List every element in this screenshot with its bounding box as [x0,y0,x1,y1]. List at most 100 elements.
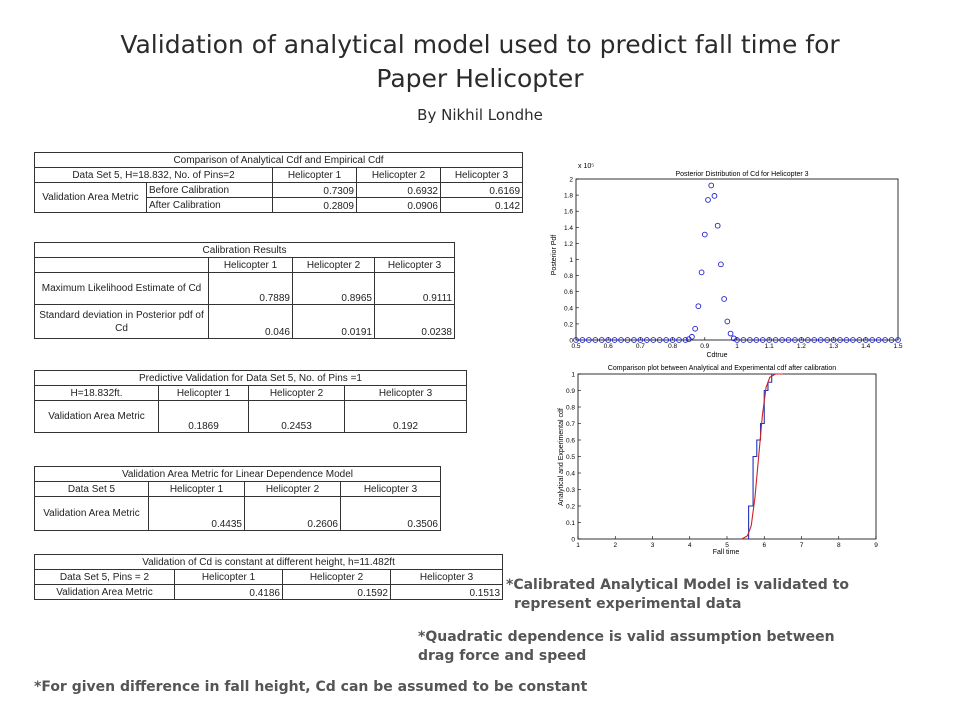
table-header-cell: Helicopter 2 [282,569,391,585]
x-tick-label: 1.4 [861,343,870,350]
data-point [747,337,753,343]
data-point [705,197,711,203]
table-header-cell: Helicopter 1 [148,481,245,497]
table-header-cell: Helicopter 1 [158,385,249,401]
note-line: drag force and speed [418,648,587,664]
y-tick-label: 0.7 [566,421,575,428]
row-label: Before Calibration [146,182,273,198]
x-tick-label: 0.7 [636,343,645,350]
data-point [804,337,811,343]
data-point [689,333,695,340]
data-point [692,325,698,332]
table-cell: 0.0191 [292,304,375,339]
table-cell: 0.3506 [340,496,441,531]
data-point [766,337,773,343]
row-label: Validation Area Metric [34,400,159,433]
plot-frame [575,178,899,341]
chart-ylabel: Posterior Pdf [551,235,558,276]
data-point [753,337,760,343]
table-header-cell: Helicopter 3 [374,257,455,273]
table-cell: 0.2606 [244,496,341,531]
data-point [850,337,856,343]
posterior-chart: Posterior Distribution of Cd for Helicop… [551,163,903,359]
data-point [869,337,876,343]
data-point [637,337,644,343]
y-tick-label: 0 [569,338,573,345]
y-tick-label: 0.8 [564,273,573,280]
data-point [882,337,888,343]
chart-ylabel: Analytical and Experimental cdf [558,408,565,506]
data-point [573,337,579,343]
note-line: *Quadratic dependence is valid assumptio… [418,629,835,645]
table-header-cell: Data Set 5, H=18.832, No. of Pins=2 [34,167,273,183]
y-tick-label: 1 [569,257,573,264]
data-point [837,337,843,343]
data-point [618,337,624,343]
data-point [650,337,657,343]
y-tick-label: 2 [569,177,573,184]
table-header-cell: Helicopter 3 [340,481,441,497]
data-point [631,337,637,343]
title-line-2: Paper Helicopter [376,64,584,93]
row-label: Maximum Likelihood Estimate of Cd [34,272,209,305]
x-tick-label: 3 [651,542,655,549]
data-point [734,337,740,343]
data-point [798,337,805,343]
data-point [811,337,818,343]
y-tick-label: 0.9 [566,388,575,395]
y-tick-label: 0.6 [566,438,575,445]
table-cell: 0.6932 [356,182,441,198]
table-caption: Calibration Results [34,242,455,258]
y-tick-label: 0.2 [564,321,573,328]
table-cdf-comparison: Comparison of Analytical Cdf and Empiric… [33,152,524,213]
table-header-cell: Helicopter 1 [208,257,293,273]
data-point [701,231,708,238]
table-header-cell: Helicopter 1 [272,167,357,183]
table-cell: 0.0906 [356,197,441,213]
row-label: Validation Area Metric [34,496,149,531]
data-point [695,303,702,310]
note-quadratic-dependence: *Quadratic dependence is valid assumptio… [418,628,835,666]
series-line-1 [748,373,783,539]
note-constant-cd: *For given difference in fall height, Cd… [34,679,588,695]
x-tick-label: 1.2 [797,343,806,350]
data-point [676,337,682,343]
x-tick-label: 6 [762,542,766,549]
table-cell: 0.4435 [148,496,245,531]
table-caption: Predictive Validation for Data Set 5, No… [34,370,467,386]
data-point [669,337,676,343]
x-tick-label: 8 [837,542,841,549]
data-point [605,337,612,343]
row-group-label: Validation Area Metric [34,182,147,213]
y-tick-label: 0.2 [566,504,575,511]
y-tick-label: 0.4 [564,305,573,312]
data-point [875,337,882,343]
y-tick-label: 1.4 [564,225,573,232]
table-cell: 0.6169 [439,182,524,198]
x-tick-label: 1.5 [893,343,902,350]
y-tick-label: 1.6 [564,209,573,216]
table-cell: 0.1869 [158,400,249,433]
table-cell: 0.9111 [374,272,455,305]
data-point [862,337,869,343]
y-tick-label: 0.6 [564,289,573,296]
table-header-cell: H=18.832ft. [34,385,159,401]
series-line-2 [741,373,783,540]
data-point [643,337,650,343]
x-tick-label: 1.3 [829,343,838,350]
data-point [727,330,734,337]
table-caption: Validation of Cd is constant at differen… [33,554,504,570]
x-tick-label: 0.9 [700,343,709,350]
data-point [830,337,837,343]
table-cell: 0.7309 [272,182,357,198]
table-cd-constant: Validation of Cd is constant at differen… [33,554,504,600]
y-tick-label: 0.8 [566,405,575,412]
chart-title: Comparison plot between Analytical and E… [608,365,837,372]
table-cell: 0.0238 [374,304,455,339]
data-point [579,337,586,343]
table-cell: 0.7889 [208,272,293,305]
y-tick-label: 0.4 [566,471,575,478]
table-header-cell: Helicopter 1 [174,569,283,585]
data-point [785,337,792,343]
data-point [586,337,592,343]
